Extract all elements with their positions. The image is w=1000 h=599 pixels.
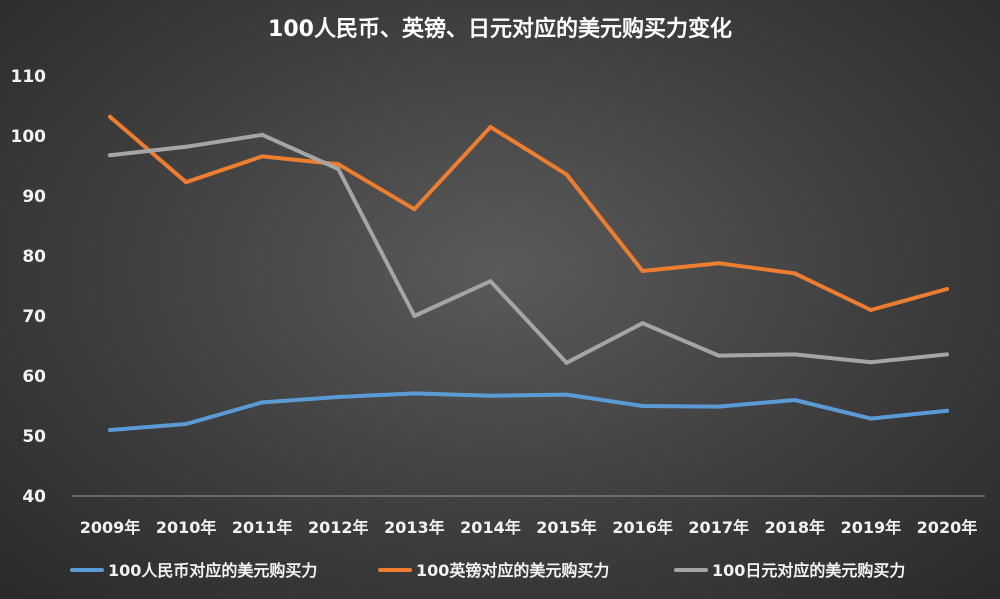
x-tick-label: 2012年 <box>308 518 369 537</box>
x-tick-label: 2020年 <box>917 518 978 537</box>
x-tick-label: 2014年 <box>460 518 521 537</box>
data-point <box>412 207 417 212</box>
legend-label: 100日元对应的美元购买力 <box>712 561 905 580</box>
data-point <box>108 153 113 158</box>
data-point <box>260 400 265 405</box>
y-tick-label: 60 <box>22 367 46 387</box>
data-point <box>336 162 341 167</box>
data-point <box>640 404 645 408</box>
series-line-1 <box>108 114 949 312</box>
x-tick-label: 2011年 <box>232 518 293 537</box>
x-tick-label: 2013年 <box>384 518 445 537</box>
x-tick-label: 2015年 <box>536 518 597 537</box>
data-point <box>184 180 189 185</box>
data-point <box>184 144 189 149</box>
data-point <box>564 392 569 397</box>
x-axis: 2009年 2010年 2011年 2012年 2013年 2014年 2015年 2016年… <box>80 518 977 537</box>
data-point <box>488 393 493 398</box>
series-group <box>108 114 949 432</box>
series-line-2 <box>108 132 949 365</box>
x-tick-label: 2016年 <box>612 518 673 537</box>
data-point <box>184 422 189 426</box>
data-point <box>412 391 417 396</box>
data-point <box>944 352 949 357</box>
data-point <box>792 271 797 276</box>
y-tick-label: 90 <box>22 187 46 207</box>
x-tick-label: 2018年 <box>765 518 826 537</box>
data-point <box>868 308 873 312</box>
y-axis: 40 50 60 70 80 90 100 110 <box>11 67 47 507</box>
legend: 100人民币对应的美元购买力 100英镑对应的美元购买力 100日元对应的美元购买力 <box>70 561 905 580</box>
y-tick-label: 80 <box>22 247 46 267</box>
data-point <box>488 125 493 129</box>
data-point <box>944 408 949 413</box>
data-point <box>108 428 113 432</box>
data-point <box>260 132 265 137</box>
data-point <box>640 269 645 273</box>
data-point <box>716 261 721 266</box>
y-tick-label: 40 <box>22 487 46 507</box>
chart-title: 100人民币、英镑、日元对应的美元购买力变化 <box>268 16 732 42</box>
y-tick-label: 110 <box>11 67 47 87</box>
data-point <box>640 321 645 326</box>
series-line-0 <box>108 391 949 432</box>
data-point <box>564 360 569 365</box>
x-tick-label: 2010年 <box>156 518 217 537</box>
data-point <box>336 395 341 399</box>
y-tick-label: 50 <box>22 427 46 447</box>
data-point <box>260 154 265 159</box>
legend-label: 100人民币对应的美元购买力 <box>108 561 317 580</box>
data-point <box>716 404 721 409</box>
x-tick-label: 2009年 <box>80 518 141 537</box>
data-point <box>488 279 493 284</box>
data-point <box>944 287 949 291</box>
data-point <box>868 416 873 421</box>
data-point <box>716 353 721 358</box>
y-tick-label: 70 <box>22 307 46 327</box>
data-point <box>108 114 113 119</box>
data-point <box>564 172 569 177</box>
x-tick-label: 2017年 <box>688 518 749 537</box>
data-point <box>412 314 417 318</box>
data-point <box>336 167 341 171</box>
legend-label: 100英镑对应的美元购买力 <box>416 561 609 580</box>
x-tick-label: 2019年 <box>841 518 902 537</box>
y-tick-label: 100 <box>11 127 47 147</box>
data-point <box>792 398 797 402</box>
data-point <box>868 360 873 365</box>
data-point <box>792 352 797 357</box>
